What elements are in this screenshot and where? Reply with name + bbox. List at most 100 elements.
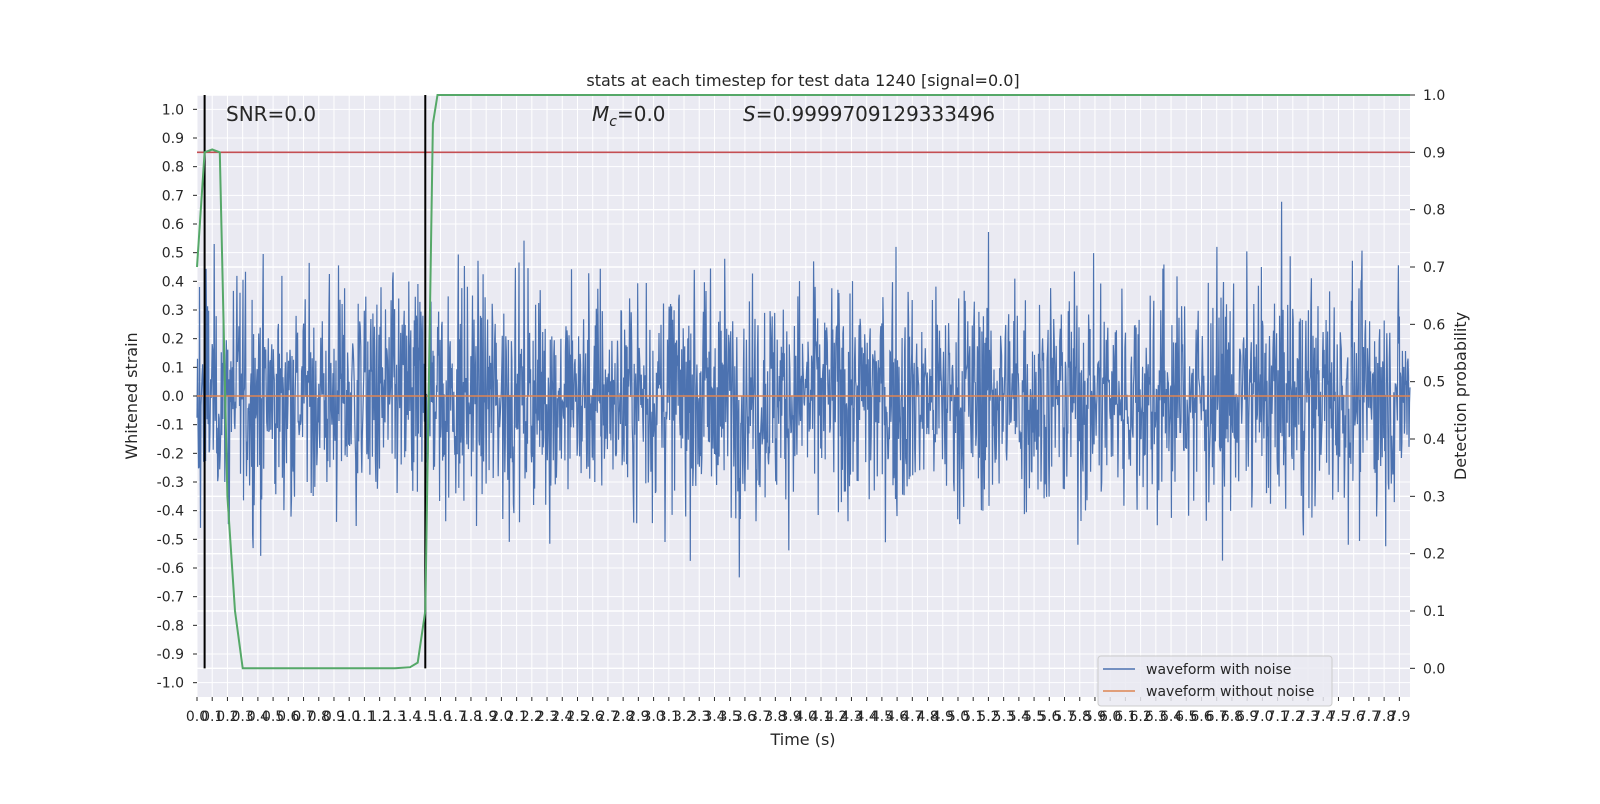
x-tick-label: 0.9 <box>323 709 345 725</box>
x-tick-label: 5.5 <box>1023 709 1045 725</box>
y-tick-labels: 1.0 0.9 0.8 0.7 0.6 0.5 0.4 0.3 0.2 0.1 0.0 -0.1 -0.… <box>157 102 197 692</box>
x-tick-label: 7.8 <box>1373 709 1395 725</box>
x-tick-label: 1.9 <box>475 709 497 725</box>
y2-tick-label: 0.5 <box>1423 375 1445 391</box>
x-tick-label: 7.0 <box>1251 709 1273 725</box>
x-tick-label: 2.4 <box>551 709 573 725</box>
x-tick-label: 2.9 <box>627 709 649 725</box>
y-tick-label: 1.0 <box>162 102 184 118</box>
x-tick-label: 0.5 <box>262 709 284 725</box>
x-tick-label: 7.4 <box>1312 709 1334 725</box>
x-tick-label: 4.0 <box>795 709 817 725</box>
mc-annotation: Mc=0.0 <box>592 102 666 130</box>
x-tick-label: 3.4 <box>703 709 725 725</box>
x-tick-label: 7.9 <box>1388 709 1410 725</box>
x-tick-label: 4.3 <box>840 709 862 725</box>
x-tick-label: 2.6 <box>582 709 604 725</box>
x-tick-label: 4.4 <box>856 709 878 725</box>
x-tick-label: 0.3 <box>232 709 254 725</box>
x-tick-label: 4.5 <box>871 709 893 725</box>
x-tick-label: 6.8 <box>1221 709 1243 725</box>
y-tick-label: 0.0 <box>162 389 184 405</box>
x-tick-label: 3.0 <box>642 709 664 725</box>
y-tick-label: -0.5 <box>157 532 184 548</box>
x-tick-label: 4.2 <box>825 709 847 725</box>
x-tick-label: 3.2 <box>673 709 695 725</box>
x-tick-label: 0.1 <box>201 709 223 725</box>
y2-tick-label: 0.6 <box>1423 317 1445 333</box>
x-tick-label: 2.5 <box>566 709 588 725</box>
x-tick-label: 4.9 <box>932 709 954 725</box>
x-tick-label: 6.4 <box>1160 709 1182 725</box>
y-tick-label: -0.6 <box>157 561 184 577</box>
y-tick-label: -1.0 <box>157 676 184 692</box>
x-tick-label: 3.6 <box>734 709 756 725</box>
mc-symbol: M <box>592 102 609 126</box>
x-tick-label: 7.5 <box>1327 709 1349 725</box>
x-tick-label: 2.2 <box>521 709 543 725</box>
x-tick-label: 1.3 <box>384 709 406 725</box>
y2-tick-label: 1.0 <box>1423 88 1445 104</box>
x-tick-label: 7.6 <box>1343 709 1365 725</box>
y-tick-label: -0.1 <box>157 418 184 434</box>
x-tick-label: 5.0 <box>947 709 969 725</box>
x-tick-label: 2.1 <box>505 709 527 725</box>
y2-tick-label: 0.2 <box>1423 547 1445 563</box>
y2-tick-labels: 1.0 0.9 0.8 0.7 0.6 0.5 0.4 0.3 0.2 0.1 0.0 <box>1410 88 1445 677</box>
x-tick-label: 6.7 <box>1206 709 1228 725</box>
chart-title: stats at each timestep for test data 124… <box>586 71 1019 90</box>
x-tick-label: 1.2 <box>369 709 391 725</box>
x-tick-label: 0.6 <box>277 709 299 725</box>
x-tick-label: 5.7 <box>1053 709 1075 725</box>
x-tick-label: 3.1 <box>658 709 680 725</box>
x-tick-label: 1.5 <box>414 709 436 725</box>
x-tick-label: 0.4 <box>247 709 269 725</box>
legend: waveform with noise waveform without noi… <box>1097 655 1333 707</box>
y-tick-label: 0.1 <box>162 360 184 376</box>
y-tick-label: -0.2 <box>157 446 184 462</box>
x-tick-label: 3.9 <box>779 709 801 725</box>
y-tick-label: -0.9 <box>157 647 184 663</box>
detection-probability-line <box>196 94 1410 670</box>
y2-tick-label: 0.0 <box>1423 661 1445 677</box>
y2-axis-label: Detection probability <box>1451 312 1470 480</box>
x-tick-label: 1.4 <box>399 709 421 725</box>
y-tick-label: -0.7 <box>157 590 184 606</box>
series-detection-probability <box>196 94 1410 670</box>
x-tick-label: 2.0 <box>490 709 512 725</box>
x-tick-label: 1.0 <box>338 709 360 725</box>
x-axis-label: Time (s) <box>769 730 835 749</box>
x-tick-label: 7.1 <box>1266 709 1288 725</box>
y-axis-label: Whitened strain <box>122 332 141 459</box>
x-tick-label: 4.8 <box>916 709 938 725</box>
y2-tick-label: 0.8 <box>1423 203 1445 219</box>
y2-tick-label: 0.1 <box>1423 604 1445 620</box>
y2-tick-label: 0.9 <box>1423 145 1445 161</box>
x-tick-label: 7.7 <box>1358 709 1380 725</box>
x-tick-label: 5.9 <box>1084 709 1106 725</box>
y-tick-label: 0.2 <box>162 332 184 348</box>
y-tick-label: -0.4 <box>157 504 184 520</box>
x-tick-label: 3.5 <box>719 709 741 725</box>
series-waveform-with-noise <box>196 201 1411 578</box>
y-tick-label: 0.6 <box>162 217 184 233</box>
s-value: =0.9999709129333496 <box>756 102 995 126</box>
y-tick-label: -0.8 <box>157 618 184 634</box>
x-tick-label: 6.1 <box>1114 709 1136 725</box>
y2-tick-label: 0.4 <box>1423 432 1445 448</box>
x-tick-label: 1.7 <box>445 709 467 725</box>
x-tick-label: 6.5 <box>1175 709 1197 725</box>
y-tick-label: 0.7 <box>162 188 184 204</box>
x-tick-label: 5.1 <box>962 709 984 725</box>
x-tick-label: 6.6 <box>1190 709 1212 725</box>
x-tick-label: 2.8 <box>612 709 634 725</box>
y-tick-label: -0.3 <box>157 475 184 491</box>
x-tick-label: 0.0 <box>186 709 208 725</box>
x-tick-label: 5.2 <box>977 709 999 725</box>
x-tick-label: 6.0 <box>1099 709 1121 725</box>
x-tick-label: 5.4 <box>1008 709 1030 725</box>
x-tick-label: 0.8 <box>308 709 330 725</box>
y-tick-label: 0.5 <box>162 246 184 262</box>
